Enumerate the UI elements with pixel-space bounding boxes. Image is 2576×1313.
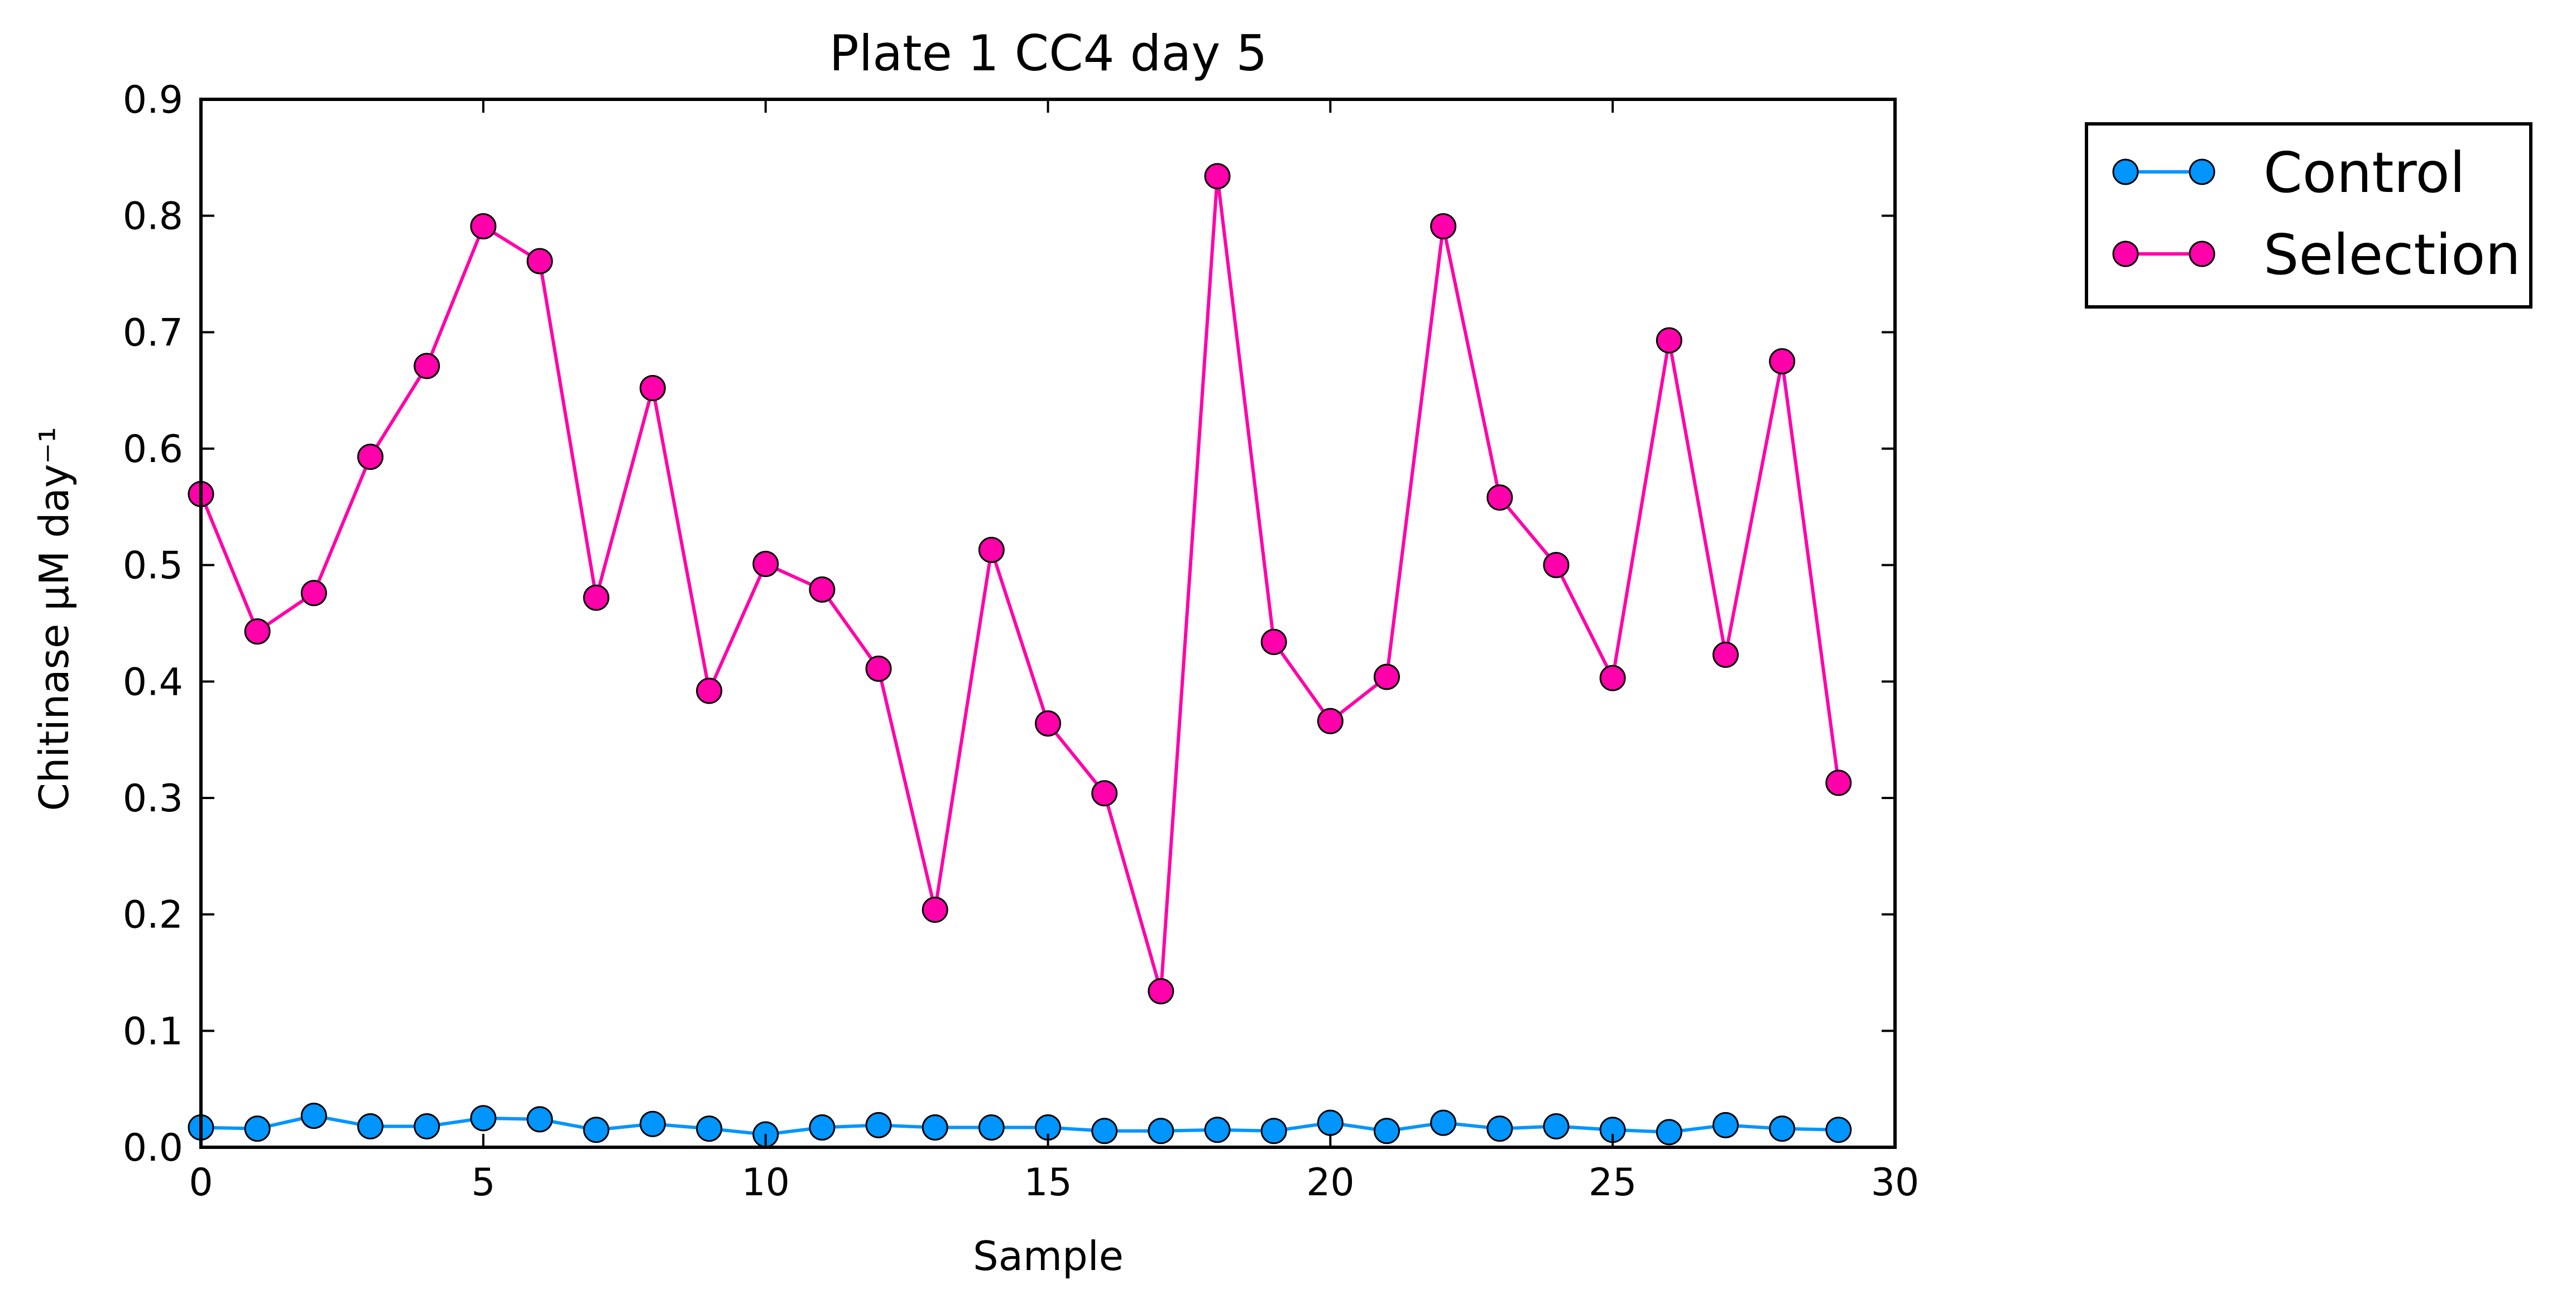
data-point-selection — [414, 353, 440, 379]
data-point-selection — [1543, 552, 1570, 579]
data-point-control — [1374, 1118, 1400, 1144]
data-point-control — [1769, 1115, 1796, 1142]
data-point-control — [1543, 1113, 1570, 1139]
tick-layer: 0 5 10 15 20 25 30 0.0 0.1 0.2 0.3 0.4 0.5 0.6 0.7 0.8 0… — [123, 78, 1919, 1205]
legend-box — [2085, 122, 2532, 309]
data-point-control — [244, 1115, 271, 1142]
series-layer — [188, 163, 1852, 1148]
y-tick-label: 0.8 — [123, 195, 183, 239]
data-point-control — [809, 1114, 836, 1141]
data-point-selection — [1260, 628, 1287, 655]
data-point-selection — [1374, 663, 1400, 690]
data-point-control — [639, 1110, 666, 1137]
x-tick-label: 0 — [189, 1161, 213, 1205]
data-point-selection — [922, 896, 948, 923]
data-point-control — [978, 1114, 1005, 1141]
y-tick-label: 0.3 — [123, 777, 183, 821]
data-point-selection — [809, 576, 836, 603]
y-tick-label: 0.1 — [123, 1009, 183, 1054]
legend: Control Selection — [2085, 122, 2532, 309]
data-point-selection — [978, 537, 1005, 564]
data-point-control — [414, 1113, 440, 1139]
series-line-control — [200, 1114, 1839, 1137]
y-tick-label: 0.4 — [123, 660, 183, 704]
data-point-selection — [1769, 348, 1796, 374]
y-tick-label: 0.5 — [123, 544, 183, 588]
data-point-control — [1825, 1117, 1852, 1143]
data-point-selection — [752, 551, 779, 578]
data-point-selection — [1317, 708, 1344, 734]
y-tick-label: 0.0 — [123, 1126, 183, 1170]
legend-label-control: Control — [2263, 140, 2465, 205]
data-point-selection — [357, 444, 383, 470]
series-line-selection — [199, 176, 1840, 992]
data-point-selection — [244, 618, 271, 645]
data-point-control — [300, 1103, 327, 1129]
data-point-control — [357, 1113, 383, 1139]
x-tick-label: 25 — [1589, 1161, 1637, 1205]
data-point-selection — [1825, 769, 1852, 796]
legend-marker-selection — [2112, 241, 2139, 267]
chart-title: Plate 1 CC4 day 5 — [829, 25, 1268, 82]
data-point-control — [1091, 1118, 1118, 1144]
data-point-selection — [1599, 665, 1626, 691]
data-point-selection — [1204, 163, 1231, 190]
data-point-control — [922, 1114, 948, 1141]
data-point-selection — [1148, 978, 1174, 1004]
data-point-selection — [696, 677, 722, 704]
data-point-control — [1486, 1115, 1513, 1142]
data-point-control — [1204, 1117, 1231, 1143]
y-tick-label: 0.6 — [123, 427, 183, 472]
y-axis-label: Chitinase μM day⁻¹ — [31, 427, 78, 811]
data-point-control — [1260, 1118, 1287, 1144]
legend-entry-selection: Selection — [2112, 222, 2521, 287]
data-point-control — [1712, 1112, 1739, 1138]
data-point-control — [470, 1105, 497, 1132]
x-tick-label: 10 — [741, 1161, 790, 1205]
series-selection — [188, 163, 1852, 1004]
y-tick-label: 0.7 — [123, 311, 183, 355]
data-point-selection — [1712, 641, 1739, 668]
y-tick-label: 0.2 — [123, 893, 183, 937]
x-tick-label: 15 — [1024, 1161, 1072, 1205]
data-point-selection — [865, 655, 892, 682]
data-point-control — [1317, 1109, 1344, 1136]
legend-label-selection: Selection — [2263, 222, 2521, 287]
data-point-control — [583, 1117, 610, 1143]
legend-marker-control — [2112, 158, 2139, 185]
legend-marker-selection — [2189, 241, 2215, 267]
x-tick-label: 20 — [1306, 1161, 1355, 1205]
data-point-selection — [1486, 484, 1513, 511]
data-point-control — [1656, 1119, 1682, 1146]
data-point-selection — [583, 584, 610, 611]
y-tick-label: 0.9 — [123, 78, 183, 122]
data-point-control — [526, 1106, 553, 1133]
data-point-selection — [639, 374, 666, 401]
data-point-selection — [526, 248, 553, 275]
plot-frame — [199, 98, 1897, 1149]
x-tick-label: 5 — [471, 1161, 495, 1205]
x-axis-label: Sample — [973, 1233, 1124, 1280]
data-point-selection — [1091, 780, 1118, 807]
series-control — [188, 1103, 1852, 1148]
data-point-selection — [470, 213, 497, 239]
data-point-control — [865, 1112, 892, 1138]
data-point-control — [1148, 1118, 1174, 1144]
data-point-selection — [1656, 327, 1682, 354]
data-point-control — [1430, 1109, 1457, 1136]
legend-entry-control: Control — [2112, 140, 2465, 205]
x-tick-label: 30 — [1871, 1161, 1920, 1205]
data-point-selection — [1430, 213, 1457, 239]
data-point-selection — [1035, 710, 1061, 737]
data-point-control — [696, 1115, 722, 1142]
legend-marker-control — [2189, 158, 2215, 185]
plot-area: 0 5 10 15 20 25 30 0.0 0.1 0.2 0.3 0.4 0.5 0.6 0.7 0.8 0… — [123, 78, 1919, 1205]
data-point-selection — [300, 580, 327, 607]
